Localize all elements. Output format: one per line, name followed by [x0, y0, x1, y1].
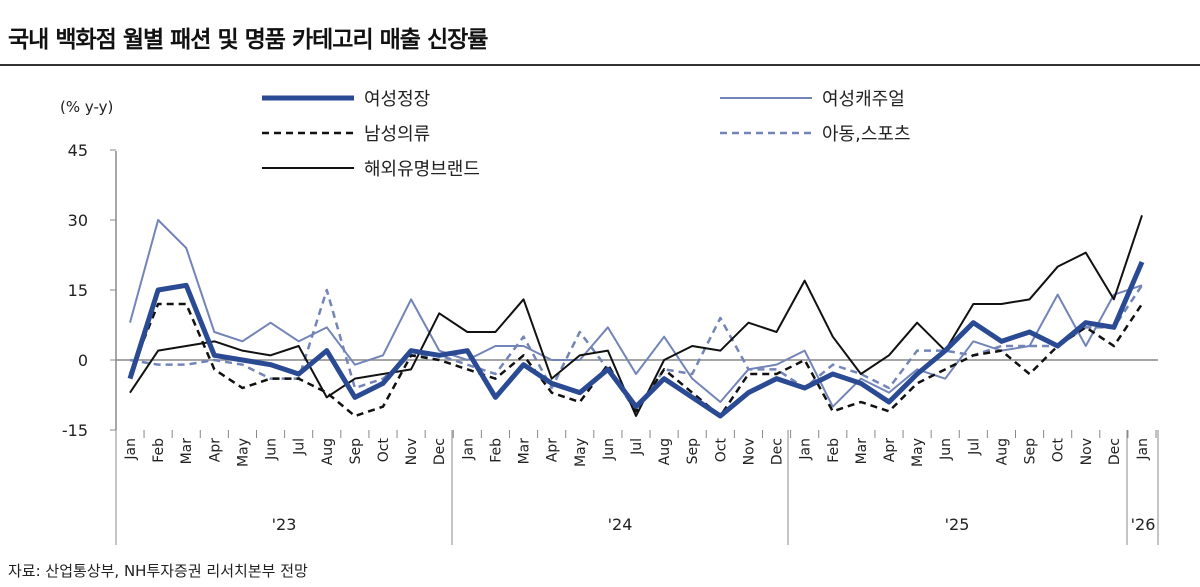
x-tick-label: Sep: [348, 438, 364, 465]
x-tick-label: Oct: [713, 438, 729, 463]
x-tick-label: Jan: [460, 438, 476, 461]
x-tick-label: Nov: [741, 438, 757, 465]
x-tick-label: Jun: [264, 438, 280, 461]
x-tick-label: Nov: [404, 438, 420, 465]
source-note: 자료: 산업통상부, NH투자증권 리서치본부 전망: [8, 562, 308, 580]
x-tick-label: May: [573, 438, 589, 467]
x-tick-label: Feb: [488, 438, 504, 463]
x-tick-label: May: [235, 438, 251, 467]
x-tick-label: Jul: [966, 438, 982, 456]
x-tick-label: Apr: [545, 438, 561, 462]
legend-label: 남성의류: [364, 124, 430, 145]
x-tick-label: Mar: [854, 438, 870, 465]
legend-label: 아동,스포츠: [822, 124, 911, 145]
x-tick-label: Aug: [320, 438, 336, 465]
x-tick-label: Sep: [1023, 438, 1039, 465]
series-line-0: [127, 261, 1145, 419]
x-tick-label: Aug: [657, 438, 673, 465]
x-tick-label: Mar: [517, 438, 533, 465]
x-tick-label: Oct: [376, 438, 392, 463]
x-tick-label: Oct: [1051, 438, 1067, 463]
x-tick-label: Apr: [207, 438, 223, 462]
x-tick-label: Dec: [432, 438, 448, 465]
title-divider: [0, 64, 1200, 66]
chart-title: 국내 백화점 월별 패션 및 명품 카테고리 매출 신장률: [8, 27, 488, 53]
x-tick-label: Jul: [629, 438, 645, 456]
y-tick-label: 45: [68, 141, 88, 160]
x-tick-label: Feb: [826, 438, 842, 463]
x-tick-label: Jan: [798, 438, 814, 461]
x-tick-label: Jun: [938, 438, 954, 461]
year-label: '25: [945, 515, 970, 534]
x-tick-label: Jan: [123, 438, 139, 461]
x-tick-label: Dec: [770, 438, 786, 465]
x-tick-label: Apr: [882, 438, 898, 462]
y-tick-label: 0: [78, 351, 88, 370]
x-tick-label: Sep: [685, 438, 701, 465]
x-tick-label: Jun: [601, 438, 617, 461]
x-tick-label: Jan: [1135, 438, 1151, 461]
legend-label: 여성캐주얼: [822, 89, 905, 110]
x-tick-label: Aug: [994, 438, 1010, 465]
y-tick-label: 15: [68, 281, 88, 300]
x-tick-label: Nov: [1079, 438, 1095, 465]
x-tick-label: Jul: [292, 438, 308, 456]
year-label: '26: [1131, 515, 1156, 534]
year-label: '24: [608, 515, 633, 534]
y-axis-label: (% y-y): [60, 98, 113, 116]
x-tick-label: May: [910, 438, 926, 467]
x-tick-label: Mar: [179, 438, 195, 465]
year-label: '23: [272, 515, 297, 534]
series-line-4: [129, 215, 1143, 417]
x-tick-label: Feb: [151, 438, 167, 463]
y-tick-label: -15: [62, 421, 88, 440]
y-tick-label: 30: [68, 211, 88, 230]
legend-label: 해외유명브랜드: [364, 159, 480, 180]
x-tick-label: Dec: [1107, 438, 1123, 465]
legend-label: 여성정장: [364, 89, 430, 110]
